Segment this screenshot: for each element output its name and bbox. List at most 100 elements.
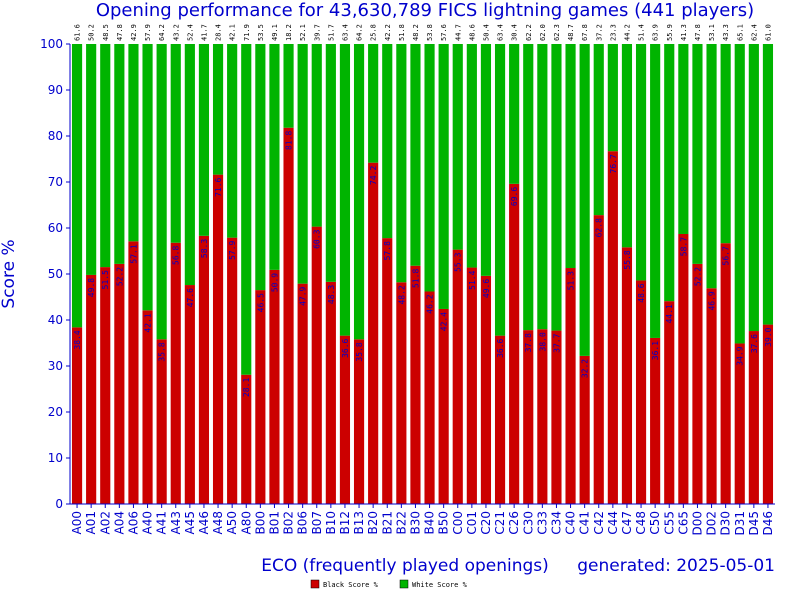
x-tick-label: B30: [408, 511, 422, 535]
white-score-label: 67.8: [581, 24, 589, 41]
bar-black-score: [71, 327, 83, 504]
x-tick-label: C34: [549, 511, 563, 535]
white-score-label: 62.3: [553, 24, 561, 41]
white-score-label: 50.4: [482, 24, 490, 41]
bar-black-score: [509, 183, 520, 504]
white-score-label: 18.2: [285, 24, 293, 41]
white-score-label: 48.2: [412, 24, 420, 41]
white-score-label: 63.4: [497, 24, 505, 41]
bar-white-score: [382, 44, 393, 239]
x-tick-label: C26: [507, 511, 521, 535]
bar-black-score: [382, 238, 393, 504]
black-score-label: 47.6: [186, 288, 195, 307]
black-score-label: 60.3: [313, 229, 322, 248]
bar-white-score: [734, 44, 745, 344]
bar-white-score: [762, 44, 774, 325]
white-score-label: 48.7: [567, 24, 575, 41]
y-tick-label: 70: [48, 175, 63, 189]
x-tick-label: C65: [676, 511, 690, 535]
white-score-label: 28.4: [215, 24, 223, 41]
white-score-label: 30.4: [511, 24, 519, 41]
x-tick-label: B12: [338, 511, 352, 535]
bar-white-score: [142, 44, 153, 311]
bar-black-score: [452, 249, 463, 504]
black-score-label: 36.6: [496, 338, 505, 357]
y-tick-label: 60: [48, 221, 63, 235]
x-tick-label: D45: [747, 511, 761, 536]
y-tick-label: 90: [48, 83, 63, 97]
legend-label-white: White Score %: [412, 581, 468, 589]
bar-white-score: [86, 44, 97, 275]
black-score-label: 74.2: [369, 165, 378, 184]
y-axis-label: Score %: [0, 239, 19, 308]
bar-white-score: [523, 44, 534, 331]
bar-black-score: [678, 233, 689, 505]
x-tick-label: A80: [239, 511, 253, 534]
white-score-label: 52.1: [299, 24, 307, 41]
white-score-label: 57.9: [144, 24, 152, 41]
bar-black-score: [466, 267, 477, 504]
white-score-label: 51.4: [638, 24, 646, 41]
legend: Black Score % White Score %: [310, 579, 468, 589]
legend-label-black: Black Score %: [323, 581, 379, 589]
bar-white-score: [509, 44, 520, 184]
bar-white-score: [551, 44, 562, 331]
y-tick-label: 20: [48, 405, 63, 419]
bar-black-score: [551, 330, 562, 504]
bar-white-score: [241, 44, 252, 375]
black-score-label: 69.6: [510, 187, 519, 206]
bar-black-score: [142, 310, 153, 504]
x-tick-label: B22: [394, 511, 408, 535]
bar-white-score: [156, 44, 167, 340]
x-tick-label: C47: [620, 511, 634, 535]
y-tick-label: 100: [40, 37, 63, 51]
white-score-label: 53.5: [257, 24, 265, 41]
black-score-label: 32.2: [581, 359, 590, 378]
bar-black-score: [170, 242, 181, 504]
white-score-label: 48.6: [468, 24, 476, 41]
black-score-label: 49.6: [482, 279, 491, 298]
bar-white-score: [114, 44, 125, 264]
white-score-label: 47.8: [116, 24, 124, 41]
x-tick-label: D31: [733, 511, 747, 536]
x-tick-label: B50: [437, 511, 451, 535]
x-tick-label: B40: [423, 511, 437, 535]
x-tick-label: B01: [267, 511, 281, 535]
bar-black-score: [720, 243, 731, 504]
white-score-label: 64.2: [158, 24, 166, 41]
black-score-label: 62.8: [595, 218, 604, 237]
black-score-label: 37.7: [552, 333, 561, 352]
white-score-label: 48.5: [102, 24, 110, 41]
bar-white-score: [692, 44, 703, 264]
bar-black-score: [212, 174, 224, 504]
bar-white-score: [565, 44, 576, 269]
black-score-label: 51.5: [101, 270, 110, 289]
black-score-label: 28.1: [242, 378, 251, 397]
black-score-label: 48.6: [637, 283, 646, 302]
white-score-label: 44.2: [623, 24, 631, 41]
bar-black-score: [734, 343, 745, 504]
bar-white-score: [579, 44, 590, 356]
black-score-label: 51.3: [567, 271, 576, 290]
black-score-label: 52.2: [115, 267, 124, 286]
white-score-label: 64.2: [356, 24, 364, 41]
bar-black-score: [198, 235, 210, 504]
bar-black-score: [128, 241, 139, 504]
black-score-label: 42.4: [440, 312, 449, 331]
black-score-label: 44.1: [665, 304, 674, 323]
bar-white-score: [184, 44, 195, 286]
bar-white-score: [339, 44, 351, 336]
black-score-label: 46.5: [256, 293, 265, 312]
bar-black-score: [255, 290, 266, 504]
bar-white-score: [424, 44, 435, 292]
white-score-label: 71.9: [243, 24, 251, 41]
white-score-label: 25.8: [370, 24, 378, 41]
black-score-label: 56.8: [172, 246, 181, 265]
x-tick-label: C55: [662, 511, 676, 535]
x-tick-label: D00: [690, 511, 704, 536]
bar-black-score: [438, 308, 449, 504]
bar-black-score: [635, 280, 647, 504]
bar-white-score: [720, 44, 731, 244]
bar-black-score: [607, 151, 618, 504]
